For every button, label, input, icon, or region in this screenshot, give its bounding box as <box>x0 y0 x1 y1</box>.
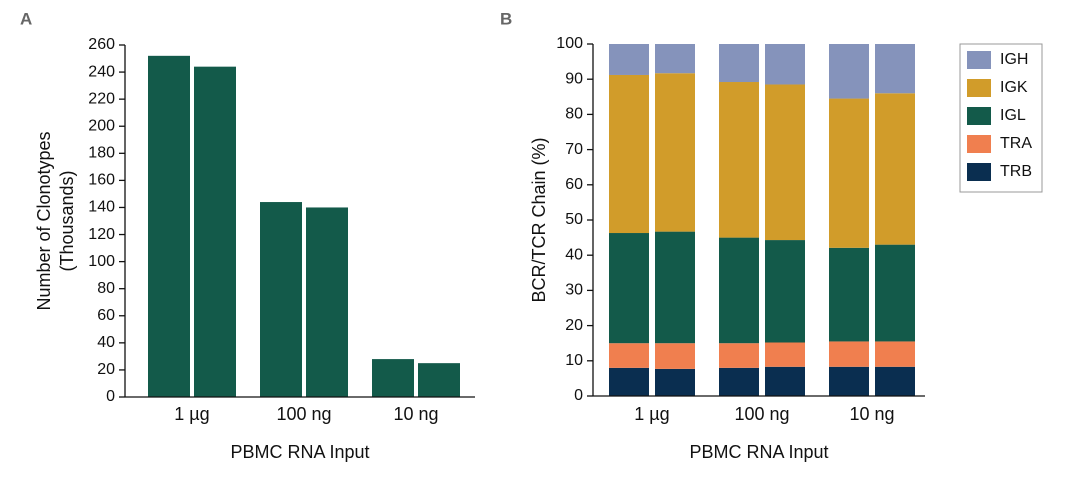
y-tick-label: 70 <box>565 141 583 158</box>
bar-segment <box>719 82 759 238</box>
y-tick-label: 60 <box>97 307 115 324</box>
legend-label: IGH <box>1000 51 1028 68</box>
bar-segment <box>829 366 869 396</box>
y-tick-label: 90 <box>565 70 583 87</box>
y-tick-label: 260 <box>88 36 115 53</box>
bar <box>418 363 460 397</box>
panel-label: B <box>500 9 512 28</box>
bar-segment <box>765 44 805 85</box>
bar <box>260 202 302 397</box>
bar-segment <box>609 44 649 75</box>
bar-segment <box>765 84 805 241</box>
legend-swatch <box>967 107 991 125</box>
y-tick-label: 100 <box>88 253 115 270</box>
bar-segment <box>829 44 869 99</box>
bar-segment <box>875 93 915 245</box>
y-tick-label: 200 <box>88 117 115 134</box>
x-tick-label: 10 ng <box>849 404 894 424</box>
y-tick-label: 120 <box>88 226 115 243</box>
legend-label: TRB <box>1000 163 1032 180</box>
legend-swatch <box>967 79 991 97</box>
bar-segment <box>875 244 915 342</box>
y-tick-label: 50 <box>565 211 583 228</box>
y-tick-label: 100 <box>556 35 583 52</box>
y-axis-label: BCR/TCR Chain (%) <box>529 137 549 302</box>
legend-label: IGL <box>1000 107 1026 124</box>
bar-segment <box>829 98 869 248</box>
bar-segment <box>609 74 649 234</box>
x-tick-label: 100 ng <box>276 404 331 424</box>
y-tick-label: 20 <box>565 317 583 334</box>
y-tick-label: 40 <box>97 334 115 351</box>
bar-segment <box>875 44 915 94</box>
bar-segment <box>719 367 759 396</box>
panel-label: A <box>20 9 32 28</box>
bar <box>306 207 348 397</box>
y-tick-label: 240 <box>88 63 115 80</box>
bar <box>194 66 236 398</box>
bar-segment <box>655 44 695 74</box>
bar <box>372 359 414 397</box>
y-axis-label: (Thousands) <box>57 170 77 271</box>
x-tick-label: 100 ng <box>734 404 789 424</box>
bar-segment <box>609 367 649 396</box>
bar-segment <box>655 231 695 344</box>
x-tick-label: 10 ng <box>393 404 438 424</box>
y-tick-label: 60 <box>565 176 583 193</box>
x-axis-label: PBMC RNA Input <box>230 442 369 462</box>
y-tick-label: 140 <box>88 199 115 216</box>
legend-swatch <box>967 163 991 181</box>
bar-segment <box>719 343 759 368</box>
y-tick-label: 30 <box>565 282 583 299</box>
bar-segment <box>719 237 759 344</box>
y-tick-label: 180 <box>88 145 115 162</box>
bar-segment <box>875 366 915 396</box>
bar-segment <box>765 342 805 367</box>
bar-segment <box>829 247 869 342</box>
bar-segment <box>719 44 759 83</box>
y-tick-label: 0 <box>106 388 115 405</box>
bar-segment <box>609 343 649 368</box>
bar-segment <box>655 73 695 232</box>
legend-swatch <box>967 135 991 153</box>
bar <box>148 55 190 397</box>
y-tick-label: 40 <box>565 246 583 263</box>
bar-segment <box>655 343 695 369</box>
bar-segment <box>765 366 805 396</box>
x-axis-label: PBMC RNA Input <box>689 442 828 462</box>
legend-label: TRA <box>1000 135 1032 152</box>
y-axis-label: Number of Clonotypes <box>34 131 54 310</box>
y-tick-label: 80 <box>565 106 583 123</box>
y-tick-label: 80 <box>97 280 115 297</box>
bar-segment <box>875 341 915 367</box>
legend-swatch <box>967 51 991 69</box>
x-tick-label: 1 µg <box>634 404 669 424</box>
y-tick-label: 0 <box>574 387 583 404</box>
bar-segment <box>829 341 869 367</box>
y-tick-label: 220 <box>88 90 115 107</box>
legend-label: IGK <box>1000 79 1028 96</box>
bar-segment <box>765 240 805 343</box>
y-tick-label: 10 <box>565 352 583 369</box>
y-tick-label: 20 <box>97 361 115 378</box>
bar-segment <box>609 233 649 344</box>
bar-segment <box>655 368 695 396</box>
y-tick-label: 160 <box>88 172 115 189</box>
x-tick-label: 1 µg <box>174 404 209 424</box>
